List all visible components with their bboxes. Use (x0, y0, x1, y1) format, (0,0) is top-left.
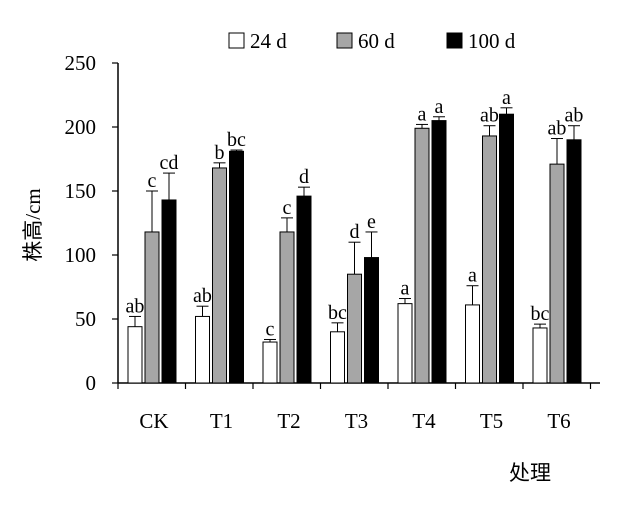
significance-label: a (468, 265, 477, 287)
significance-label: c (283, 197, 292, 219)
legend-swatch (336, 32, 353, 49)
legend-swatch (446, 32, 463, 49)
significance-label: a (502, 87, 511, 109)
x-category-label: T2 (277, 409, 300, 433)
bar (465, 304, 480, 384)
bar (296, 195, 312, 384)
bar (482, 135, 497, 384)
y-tick-label: 0 (86, 371, 97, 395)
bar (144, 231, 160, 384)
bar (364, 257, 379, 384)
significance-label: d (299, 166, 309, 188)
bar (279, 231, 295, 384)
x-category-label: CK (139, 409, 168, 433)
legend-label: 100 d (468, 29, 516, 53)
significance-label: a (418, 103, 427, 125)
x-category-label: T1 (210, 409, 233, 433)
significance-label: bc (328, 302, 347, 324)
significance-label: ab (126, 295, 145, 317)
y-tick-label: 50 (75, 307, 96, 331)
y-axis-title: 株高/cm (21, 188, 45, 262)
significance-label: a (401, 278, 410, 300)
significance-label: ab (548, 118, 567, 140)
y-tick-label: 150 (65, 179, 97, 203)
significance-label: e (367, 211, 376, 233)
bar (532, 327, 548, 384)
x-axis: CK T1 T2 T3 T4 T5 T6 (117, 382, 600, 433)
bar (431, 120, 447, 384)
bar (229, 150, 244, 384)
significance-label: bc (227, 129, 246, 151)
bar (262, 341, 278, 384)
significance-label: a (435, 96, 444, 118)
bar (347, 273, 362, 384)
significance-label: cd (160, 152, 179, 174)
y-tick-label: 100 (65, 243, 97, 267)
bar (212, 167, 227, 384)
significance-label: c (148, 170, 157, 192)
y-tick-label: 200 (65, 115, 97, 139)
x-category-label: T5 (480, 409, 503, 433)
x-axis-title: 处理 (509, 461, 551, 485)
y-axis: 0 50 100 150 200 250 (65, 51, 119, 395)
x-category-label: T6 (547, 409, 570, 433)
bar (414, 127, 430, 384)
significance-label: ab (480, 105, 499, 127)
bar (566, 139, 582, 384)
significance-label: ab (193, 285, 212, 307)
bar (127, 326, 143, 384)
bar (330, 331, 345, 384)
significance-label: bc (531, 303, 550, 325)
x-category-label: T4 (412, 409, 436, 433)
legend-label: 24 d (250, 29, 287, 53)
significance-label: ab (565, 105, 584, 127)
bar (161, 199, 177, 384)
bar (499, 113, 514, 384)
significance-label: d (350, 221, 360, 243)
bar (549, 163, 565, 384)
bar (397, 303, 413, 384)
significance-label: c (266, 318, 275, 340)
legend-label: 60 d (358, 29, 395, 53)
significance-label: b (215, 142, 225, 164)
x-category-label: T3 (345, 409, 368, 433)
y-tick-label: 250 (65, 51, 97, 75)
legend-swatch (228, 32, 245, 49)
chart-legend: 24 d 60 d 100 d (228, 29, 516, 53)
bar (195, 315, 210, 384)
